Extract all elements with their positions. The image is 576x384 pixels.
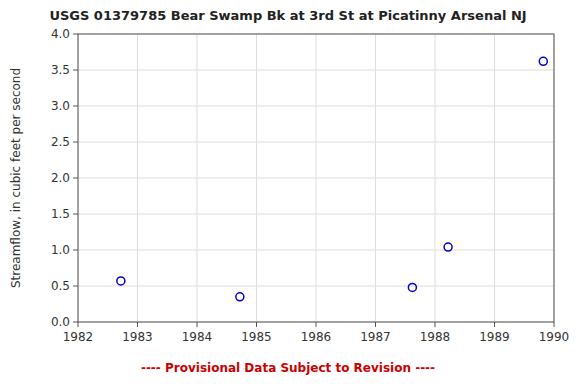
title: USGS 01379785 Bear Swamp Bk at 3rd St at…	[49, 8, 526, 23]
point	[444, 243, 452, 251]
tick	[73, 286, 78, 287]
point	[539, 57, 547, 65]
tick	[73, 34, 78, 35]
tick-label: 2.0	[51, 171, 70, 185]
plot-area	[78, 34, 554, 322]
tick	[73, 178, 78, 179]
tick	[435, 322, 436, 327]
footer: ---- Provisional Data Subject to Revisio…	[141, 361, 435, 375]
grid-line	[78, 286, 554, 287]
tick-label: 4.0	[51, 27, 70, 41]
tick	[73, 106, 78, 107]
grid-line	[78, 250, 554, 251]
tick	[137, 322, 138, 327]
tick-label: 3.5	[51, 63, 70, 77]
grid	[78, 34, 554, 322]
tick	[197, 322, 198, 327]
tick	[73, 214, 78, 215]
tick-label: 2.5	[51, 135, 70, 149]
grid-line	[78, 214, 554, 215]
tick-label: 1983	[122, 330, 153, 344]
tick-label: 1988	[420, 330, 451, 344]
points	[117, 57, 547, 300]
point	[236, 293, 244, 301]
axis-label: Streamflow, in cubic feet per second	[9, 68, 23, 288]
point	[117, 277, 125, 285]
grid-line	[78, 106, 554, 107]
grid-line	[78, 142, 554, 143]
chart: 1982 1983 1984 1985 1986 1987 1988 1989 1990 0.0 0…	[0, 0, 576, 384]
tick-label: 0.5	[51, 279, 70, 293]
tick	[78, 322, 79, 327]
tick-label: 1985	[241, 330, 272, 344]
point	[408, 283, 416, 291]
tick-label: 1986	[301, 330, 332, 344]
tick	[73, 250, 78, 251]
tick	[73, 142, 78, 143]
tick-label: 3.0	[51, 99, 70, 113]
grid-line	[78, 178, 554, 179]
tick	[494, 322, 495, 327]
tick	[554, 322, 555, 327]
tick-label: 1.0	[51, 243, 70, 257]
tick	[256, 322, 257, 327]
tick-label: 1987	[360, 330, 391, 344]
grid-line	[78, 70, 554, 71]
tick	[73, 70, 78, 71]
axes: 1982 1983 1984 1985 1986 1987 1988 1989 1990 0.0 0…	[51, 27, 569, 344]
plot-frame	[78, 34, 554, 322]
tick-label: 1989	[479, 330, 510, 344]
tick	[375, 322, 376, 327]
tick	[316, 322, 317, 327]
tick-label: 1984	[182, 330, 213, 344]
tick-label: 1982	[63, 330, 94, 344]
tick-label: 0.0	[51, 315, 70, 329]
tick	[73, 322, 78, 323]
tick-label: 1.5	[51, 207, 70, 221]
tick-label: 1990	[539, 330, 570, 344]
